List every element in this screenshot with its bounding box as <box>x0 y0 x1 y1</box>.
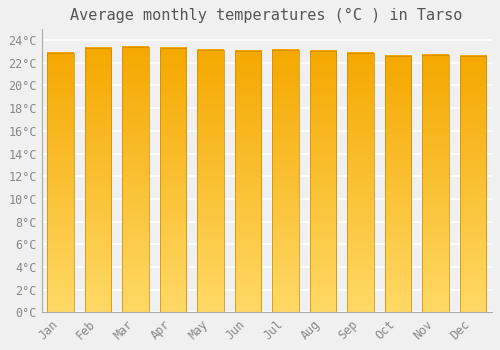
Bar <box>422 55 448 313</box>
Bar <box>272 50 298 313</box>
Bar <box>85 48 111 313</box>
Bar <box>122 47 148 313</box>
Bar <box>460 56 486 313</box>
Bar <box>160 48 186 313</box>
Bar <box>235 51 261 313</box>
Title: Average monthly temperatures (°C ) in Tarso: Average monthly temperatures (°C ) in Ta… <box>70 8 463 23</box>
Bar <box>348 52 374 313</box>
Bar <box>310 51 336 313</box>
Bar <box>198 50 224 313</box>
Bar <box>385 56 411 313</box>
Bar <box>48 52 74 313</box>
